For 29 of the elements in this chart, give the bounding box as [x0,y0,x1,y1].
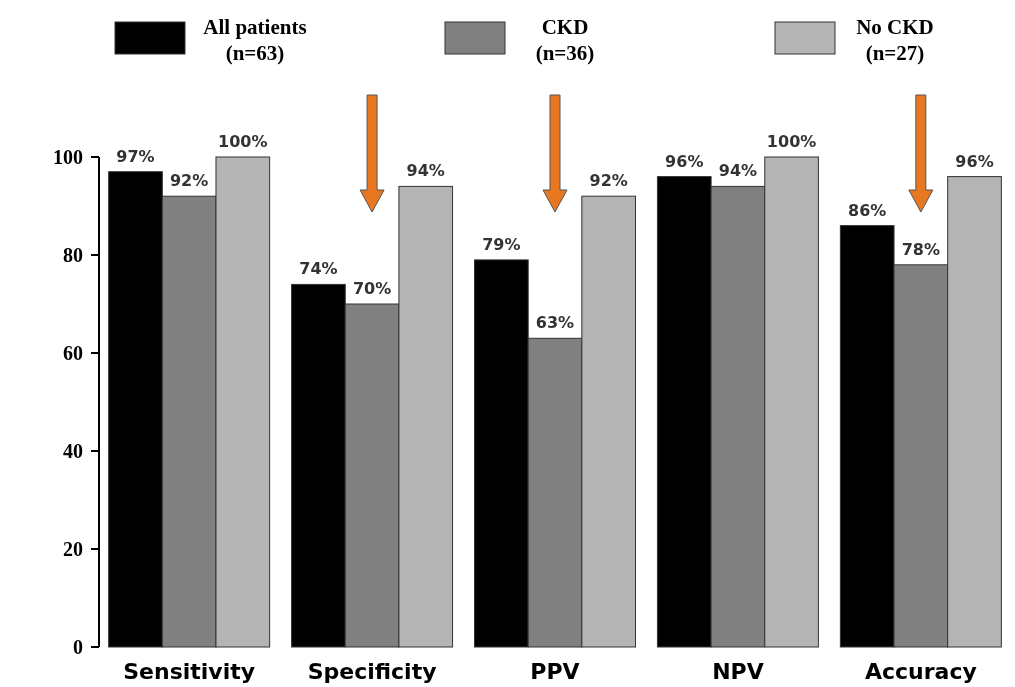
legend-label: All patients (n=63) [203,15,307,65]
y-tick-label: 20 [63,538,83,560]
data-label: 79% [482,234,521,254]
x-tick-label: NPV [712,659,764,684]
data-label: 94% [718,161,758,181]
y-tick-label: 40 [63,440,83,462]
data-label: 96% [955,151,994,171]
x-tick-label: Specificity [307,659,437,684]
data-label: 74% [299,259,338,279]
y-tick-label: 0 [73,636,83,658]
y-tick-label: 100 [53,146,83,168]
data-label: 78% [901,239,940,259]
data-label: 97% [116,146,155,166]
data-label: 63% [535,313,575,333]
data-label: 92% [589,171,628,191]
data-label: 86% [848,200,887,220]
legend-label: CKD (n=36) [535,15,595,65]
x-tick-label: PPV [530,659,580,684]
data-label: 70% [352,279,392,298]
x-tick-label: Sensitivity [123,659,256,684]
y-tick-label: 80 [63,244,83,266]
data-label: 96% [665,151,704,171]
data-label: 100% [218,132,268,151]
y-tick-label: 60 [63,342,83,364]
data-label: 92% [170,171,209,191]
data-label: 100% [766,132,817,151]
data-label: 94% [406,161,445,181]
x-tick-label: Accuracy [864,659,977,684]
legend-label: No CKD (n=27) [856,15,934,65]
